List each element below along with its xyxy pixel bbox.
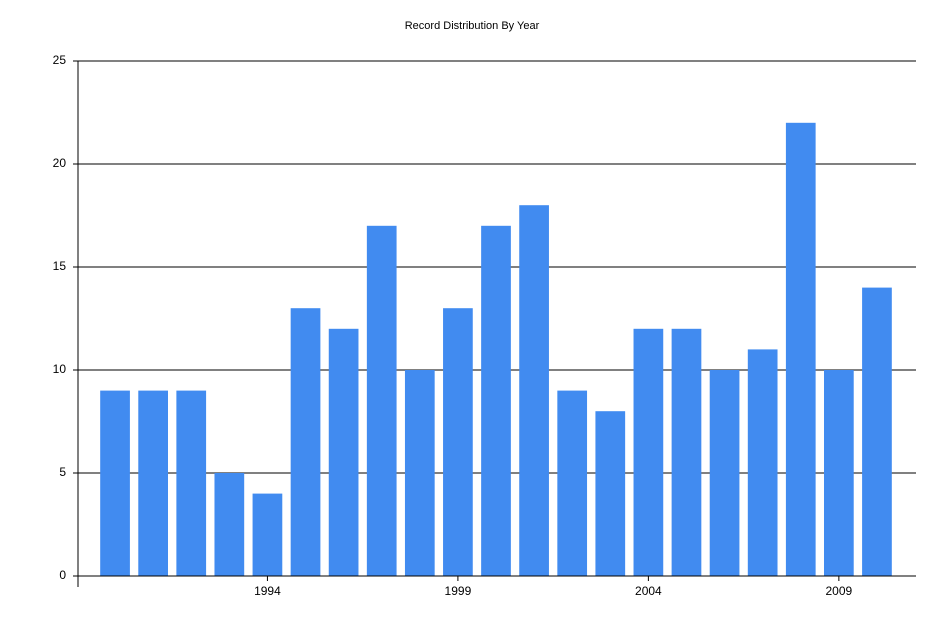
- bar: [671, 328, 702, 576]
- bar: [709, 370, 740, 576]
- bar: [785, 122, 816, 577]
- bar: [595, 411, 626, 576]
- chart-title: Record Distribution By Year: [405, 20, 540, 32]
- x-tick-label: 2004: [635, 584, 662, 598]
- bar: [519, 205, 549, 576]
- bar: [366, 225, 397, 577]
- y-tick-label: 20: [53, 156, 67, 170]
- y-tick-label: 10: [53, 362, 67, 376]
- x-tick-label: 1994: [254, 584, 281, 598]
- bar: [633, 328, 664, 576]
- x-tick-label: 2009: [826, 584, 853, 598]
- bar: [824, 370, 854, 576]
- bar: [138, 390, 168, 576]
- bar: [290, 308, 321, 576]
- x-tick-label: 1999: [445, 584, 472, 598]
- bar: [481, 225, 511, 577]
- bar: [747, 349, 778, 576]
- bar: [100, 390, 130, 576]
- bar: [214, 473, 245, 576]
- bar: [557, 390, 588, 576]
- bar: [404, 370, 435, 576]
- bar: [328, 328, 359, 576]
- y-tick-label: 25: [53, 53, 67, 67]
- y-tick-label: 5: [59, 465, 66, 479]
- y-tick-label: 0: [59, 568, 66, 582]
- bar: [176, 390, 207, 576]
- bar: [443, 308, 473, 576]
- bar: [252, 493, 283, 576]
- bar: [862, 287, 892, 576]
- y-tick-label: 15: [53, 259, 67, 273]
